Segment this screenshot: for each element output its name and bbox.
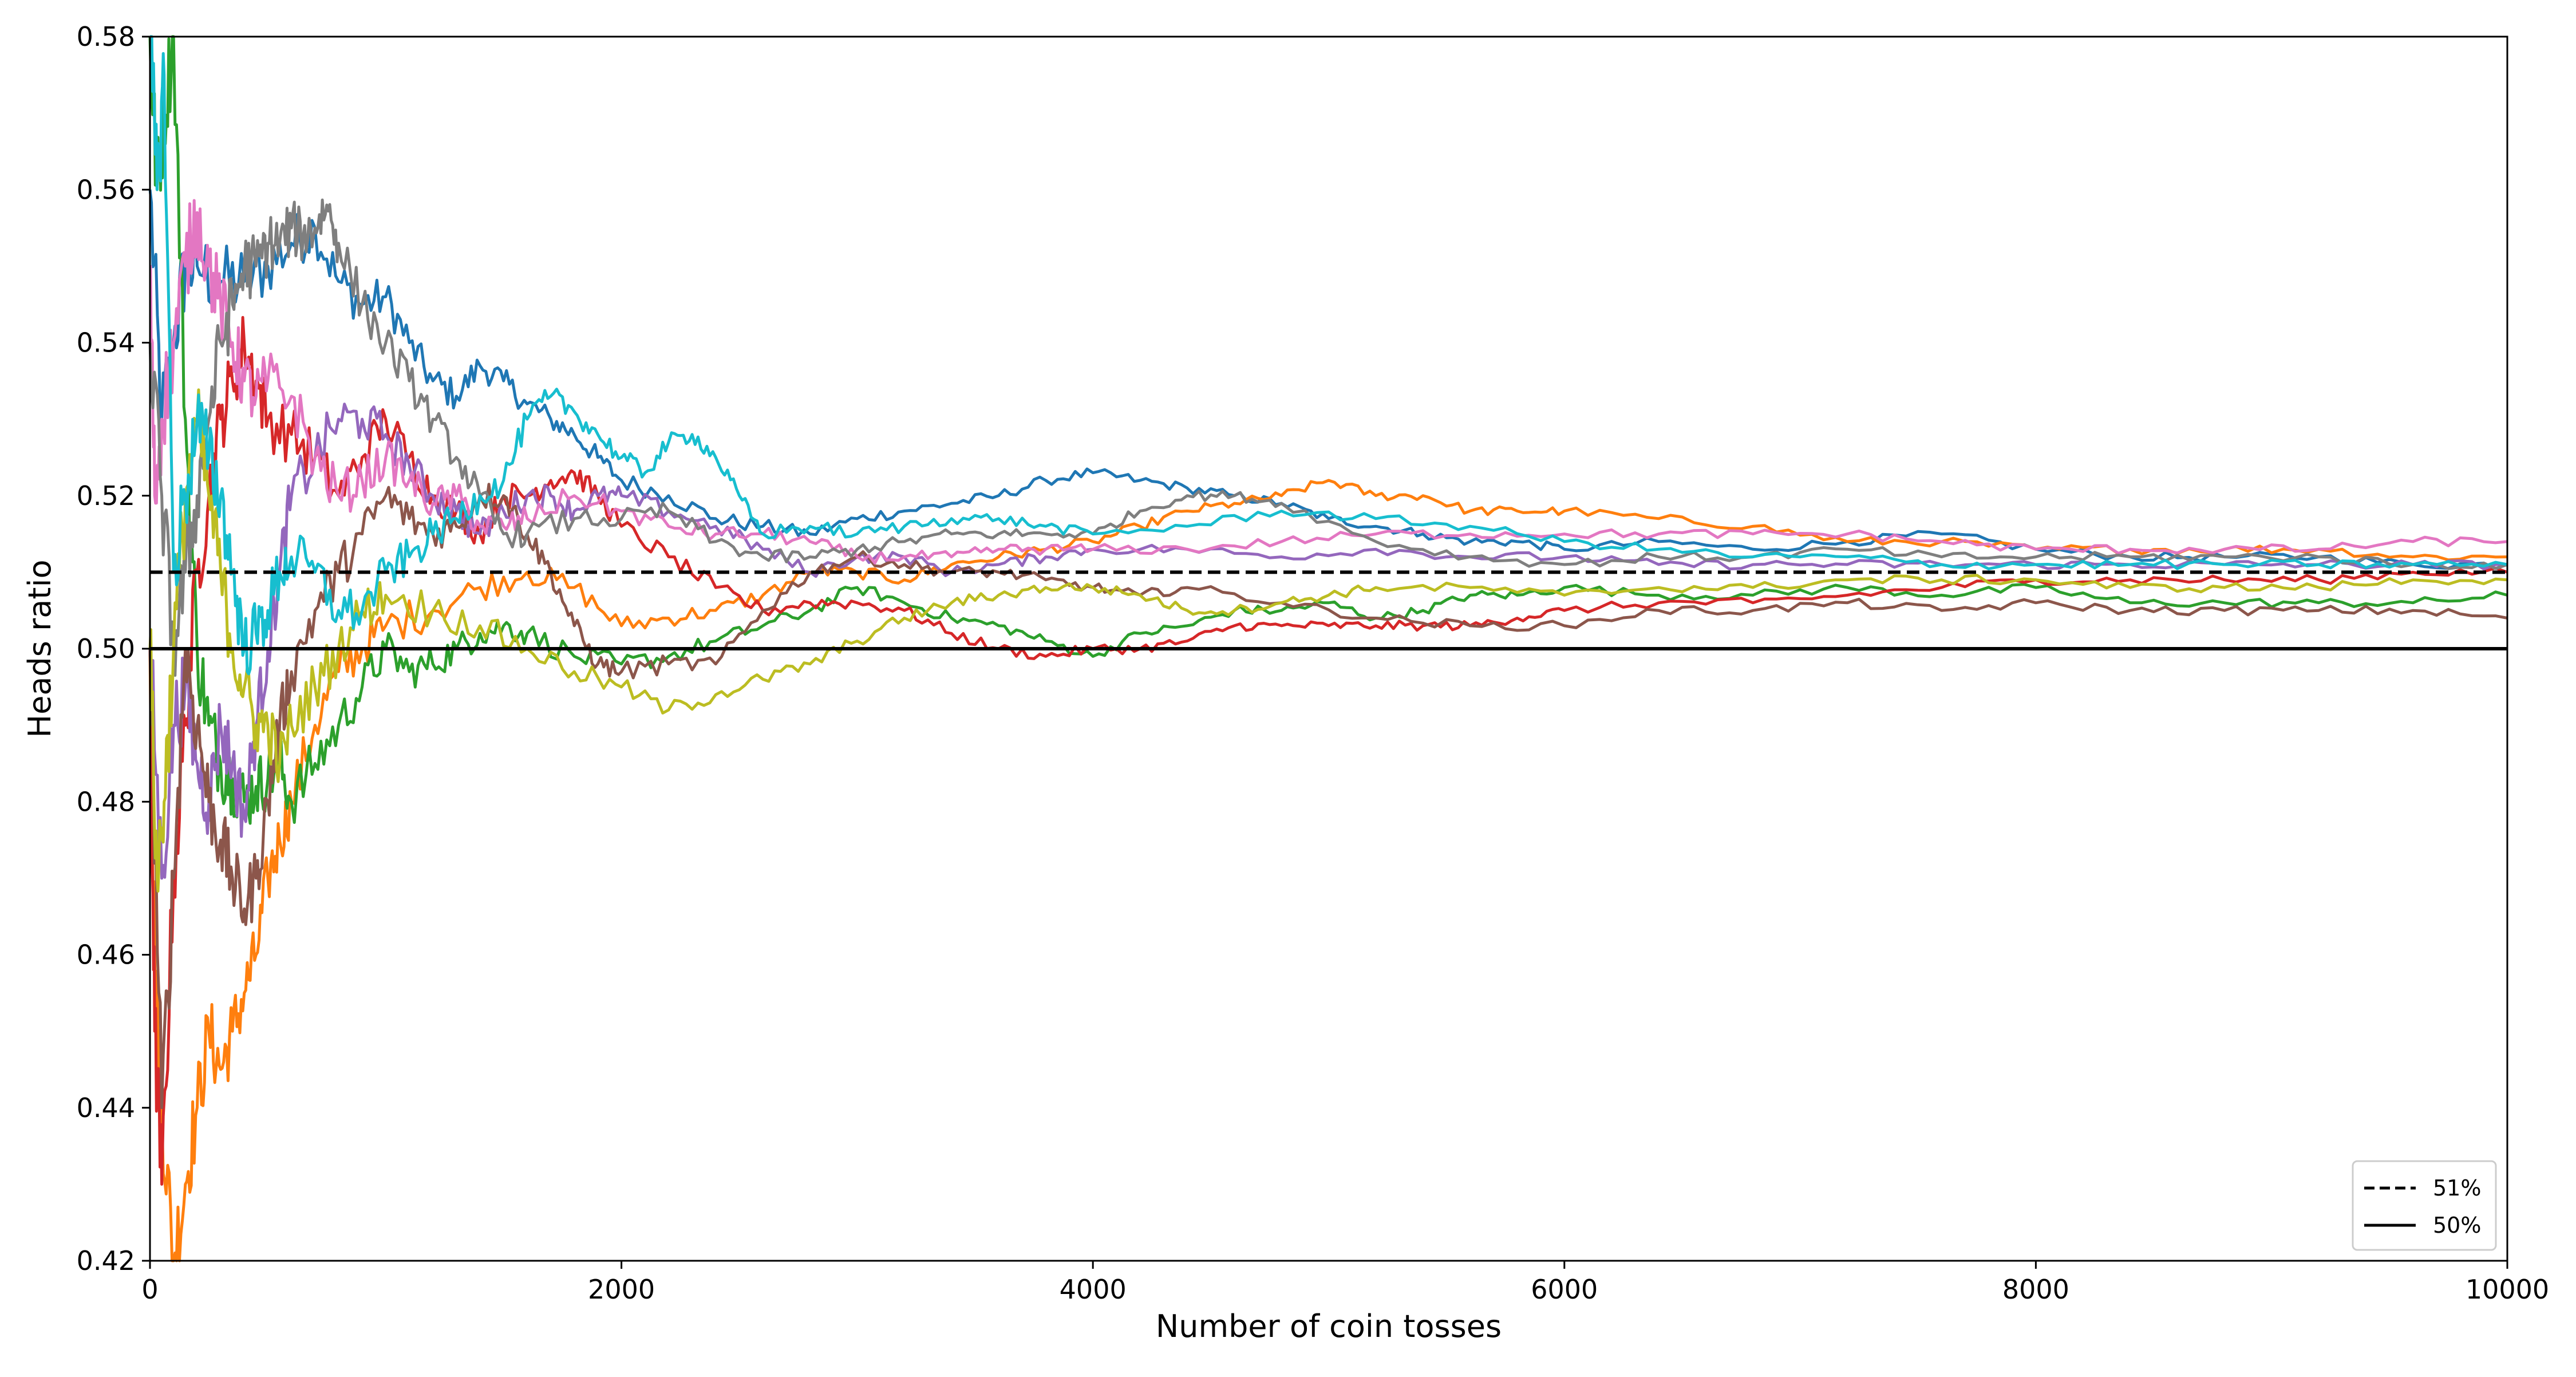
series-layer (148, 35, 2508, 1262)
series-line-6 (148, 483, 2508, 1110)
y-tick-label: 0.56 (77, 174, 135, 205)
x-axis-title: Number of coin tosses (1156, 1308, 1502, 1344)
y-tick-label: 0.58 (77, 21, 135, 52)
y-tick-label: 0.52 (77, 480, 135, 511)
y-axis-title: Heads ratio (22, 559, 58, 737)
y-tick-label: 0.44 (77, 1092, 135, 1123)
y-axis: 0.42 0.44 0.46 0.48 0.50 0.52 0.54 0.56 0.58 (77, 21, 150, 1276)
y-tick-label: 0.50 (77, 633, 135, 664)
series-line-9 (148, 388, 2508, 893)
y-tick-label: 0.46 (77, 940, 135, 970)
x-tick-label: 6000 (1531, 1274, 1598, 1305)
x-tick-label: 0 (141, 1274, 158, 1305)
y-tick-label: 0.54 (77, 328, 135, 358)
legend: 51% 50% (2352, 1160, 2497, 1251)
legend-label-51: 51% (2433, 1175, 2481, 1201)
series-line-8 (148, 198, 2508, 677)
series-line-7 (149, 199, 2508, 565)
x-tick-label: 4000 (1060, 1274, 1127, 1305)
y-tick-label: 0.42 (77, 1245, 135, 1276)
legend-box (2352, 1160, 2497, 1251)
series-line-10 (149, 35, 2508, 676)
x-tick-label: 8000 (2002, 1274, 2069, 1305)
y-tick-label: 0.48 (77, 786, 135, 817)
x-tick-label: 2000 (588, 1274, 655, 1305)
reference-lines-layer (150, 570, 2507, 650)
x-tick-label: 10000 (2466, 1274, 2549, 1305)
legend-label-50: 50% (2433, 1213, 2481, 1238)
x-axis: 0 2000 4000 6000 8000 10000 (141, 1261, 2549, 1305)
